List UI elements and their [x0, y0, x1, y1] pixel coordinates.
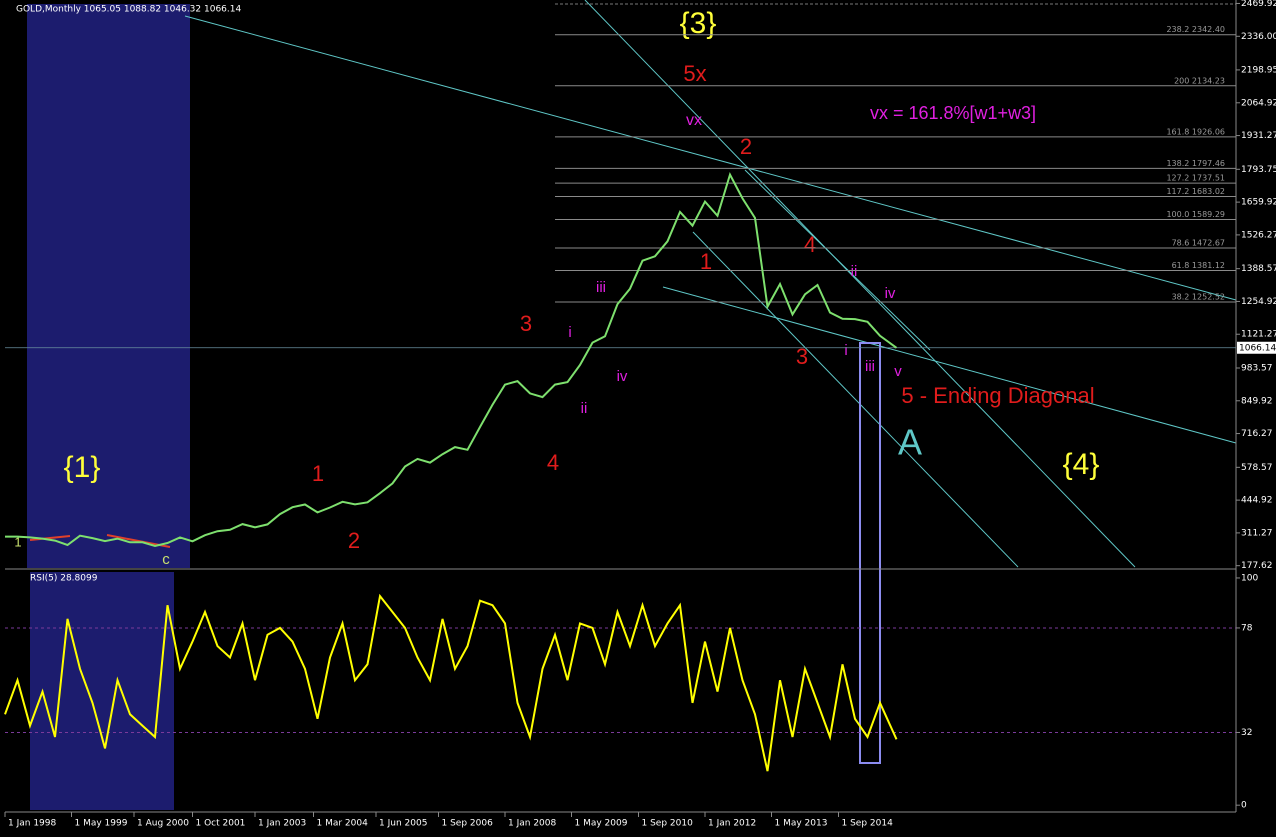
chart-title: GOLD,Monthly 1065.05 1088.82 1046.32 106… — [16, 5, 241, 15]
y-tick-label: 78 — [1241, 623, 1253, 633]
fib-label: 78.6 1472.67 — [1172, 239, 1225, 248]
annotation: iv — [617, 368, 628, 385]
annotation: i — [568, 324, 571, 341]
y-tick-label: 32 — [1241, 728, 1252, 738]
annotation: 4 — [804, 232, 816, 257]
annotation: 3 — [520, 311, 532, 336]
y-tick-label: 716.27 — [1241, 429, 1273, 439]
y-tick-label: 444.92 — [1241, 496, 1273, 506]
annotation: 1 — [312, 461, 324, 486]
annotation: 5 - Ending Diagonal — [901, 383, 1094, 408]
trend-line — [662, 286, 1237, 444]
x-tick-label: 1 Mar 2004 — [317, 819, 369, 829]
x-tick-label: 1 Sep 2006 — [442, 819, 494, 829]
annotation: A — [898, 422, 922, 463]
fib-label: 100.0 1589.29 — [1166, 210, 1225, 219]
y-tick-label: 2198.95 — [1241, 65, 1276, 75]
y-tick-label: 1254.92 — [1241, 297, 1276, 307]
y-tick-label: 1793.75 — [1241, 165, 1276, 175]
annotation: vx — [686, 112, 702, 129]
annotation: ii — [581, 400, 588, 417]
shaded-region — [30, 572, 174, 810]
trend-line — [29, 535, 71, 541]
fib-label: 127.2 1737.51 — [1166, 174, 1225, 183]
fib-label: 161.8 1926.06 — [1166, 127, 1225, 136]
price-line — [5, 171, 898, 548]
trend-line — [184, 15, 1237, 301]
y-tick-label: 578.57 — [1241, 463, 1273, 473]
y-tick-label: 983.57 — [1241, 364, 1273, 374]
x-tick-label: 1 Jan 1998 — [8, 819, 56, 829]
y-tick-label: 1121.27 — [1241, 330, 1276, 340]
y-tick-label: 177.62 — [1241, 561, 1273, 571]
y-tick-label: 1659.92 — [1241, 198, 1276, 208]
annotation: 1 — [700, 249, 712, 274]
trend-line — [584, 0, 1136, 568]
rsi-title: RSI(5) 28.8099 — [30, 574, 98, 584]
fib-label: 61.8 1381.12 — [1172, 261, 1225, 270]
y-tick-label: 311.27 — [1241, 528, 1273, 538]
x-tick-label: 1 Jan 2008 — [508, 819, 556, 829]
x-tick-label: 1 Aug 2000 — [137, 819, 189, 829]
x-tick-label: 1 May 2009 — [575, 819, 628, 829]
x-tick-label: 1 May 1999 — [75, 819, 128, 829]
annotation: i — [844, 342, 847, 359]
trend-line — [744, 169, 931, 351]
y-tick-label: 2064.92 — [1241, 98, 1276, 108]
x-tick-label: 1 Sep 2010 — [642, 819, 694, 829]
annotation: 2 — [740, 134, 752, 159]
x-tick-label: 1 Oct 2001 — [196, 819, 246, 829]
annotation: c — [162, 551, 170, 568]
y-tick-label: 100 — [1241, 573, 1258, 583]
annotation: v — [894, 363, 902, 380]
y-tick-label: 2336.00 — [1241, 32, 1276, 42]
annotation: 5x — [683, 61, 706, 86]
x-tick-label: 1 Jan 2012 — [708, 819, 756, 829]
y-tick-label: 1388.57 — [1241, 264, 1276, 274]
annotation: 3 — [796, 344, 808, 369]
x-tick-label: 1 Sep 2014 — [842, 819, 894, 829]
y-tick-label: 1526.27 — [1241, 230, 1276, 240]
annotation: iv — [885, 285, 896, 302]
fib-label: 238.2 2342.40 — [1166, 25, 1225, 34]
annotation: {1} — [64, 451, 101, 484]
annotation: 1 — [14, 534, 21, 549]
annotation: iii — [596, 279, 606, 296]
y-tick-label: 0 — [1241, 801, 1247, 811]
last-price-label: 1066.14 — [1239, 343, 1276, 353]
x-tick-label: 1 May 2013 — [775, 819, 828, 829]
fib-label: 117.2 1683.02 — [1166, 187, 1225, 196]
x-tick-label: 1 Jun 2005 — [379, 819, 427, 829]
price-line — [4, 593, 898, 772]
y-tick-label: 1931.27 — [1241, 131, 1276, 141]
annotation: 2 — [348, 528, 360, 553]
y-tick-label: 849.92 — [1241, 396, 1273, 406]
fib-label: 38.2 1252.52 — [1172, 293, 1225, 302]
annotation: {4} — [1063, 448, 1100, 481]
last-price-box — [1237, 341, 1276, 354]
annotation: ii — [851, 263, 858, 280]
y-tick-label: 2469.92 — [1241, 0, 1276, 9]
fib-label: 200 2134.23 — [1174, 76, 1225, 85]
annotation: iii — [865, 358, 875, 375]
annotation: 4 — [547, 450, 559, 475]
x-tick-label: 1 Jan 2003 — [258, 819, 306, 829]
trend-line — [692, 231, 1019, 568]
highlight-box — [859, 342, 881, 764]
shaded-region — [27, 4, 190, 568]
fib-label: 138.2 1797.46 — [1166, 159, 1225, 168]
annotation: vx = 161.8%[w1+w3] — [870, 103, 1036, 123]
